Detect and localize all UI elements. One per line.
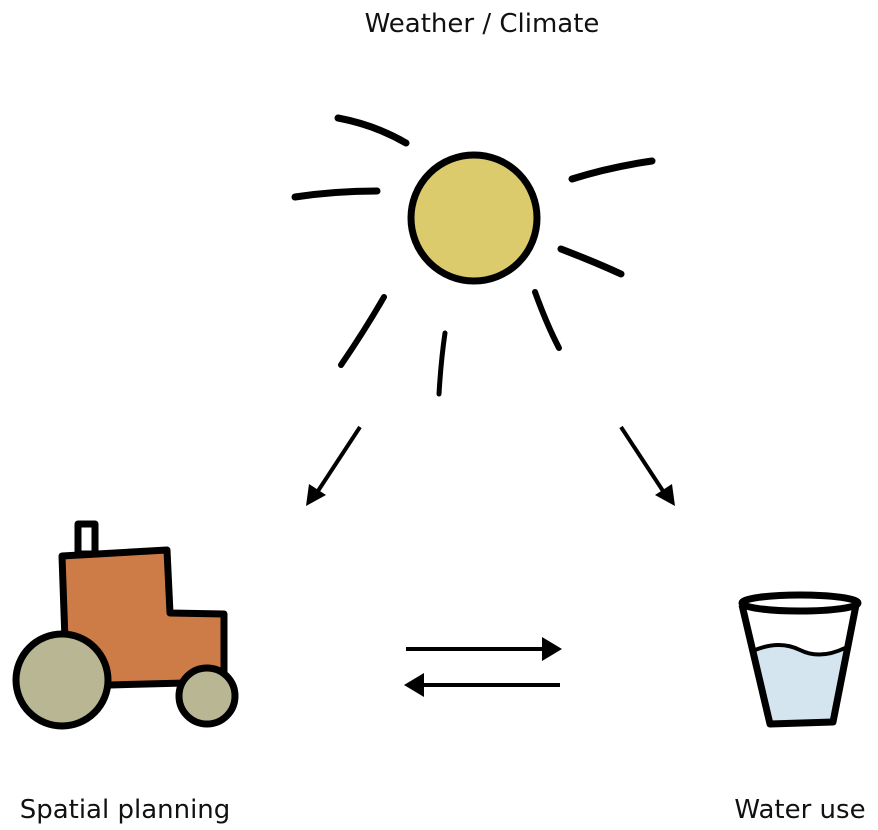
- arrows: [306, 425, 675, 697]
- node-label: Spatial planning: [20, 795, 231, 825]
- water-glass-icon: [738, 591, 862, 728]
- sun-icon: [291, 114, 656, 397]
- tractor-icon: [12, 520, 239, 730]
- node-label: Weather / Climate: [365, 9, 600, 39]
- node-label: Water use: [734, 795, 865, 825]
